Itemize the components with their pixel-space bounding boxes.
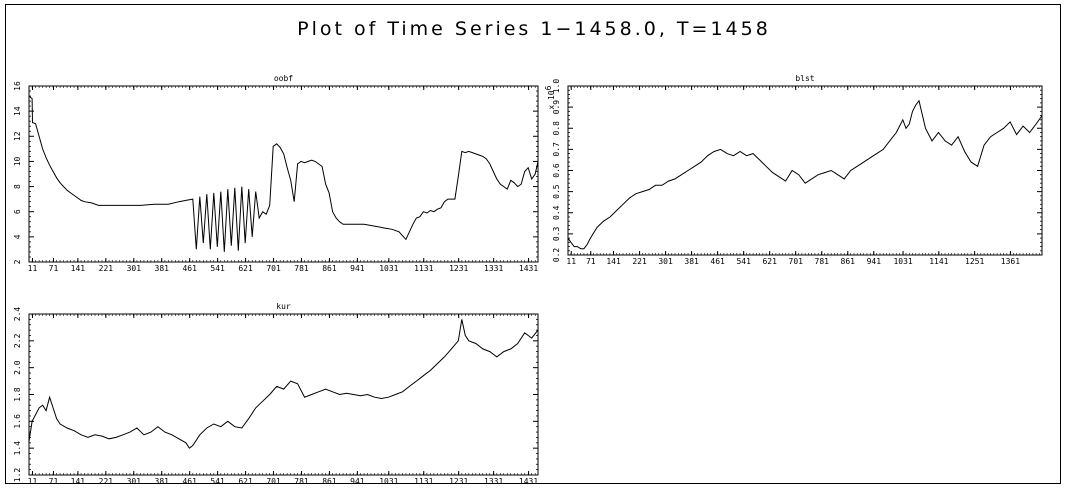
chart-1-x-tick-label: 301 bbox=[127, 264, 142, 273]
chart-3-x-tick-label: 1031 bbox=[379, 477, 398, 486]
chart-1-x-tick-label: 1431 bbox=[519, 264, 538, 273]
chart-1-x-tick-label: 461 bbox=[182, 264, 197, 273]
chart-2-x-tick-label: 861 bbox=[841, 257, 856, 266]
chart-2-y-tick-label: 0.8 bbox=[552, 121, 561, 136]
chart-2-x-tick-label: 71 bbox=[586, 257, 596, 266]
chart-1-x-tick-label: 381 bbox=[155, 264, 170, 273]
chart-2-multiplier-label: x 10 bbox=[547, 90, 556, 109]
chart-2-x-tick-label: 141 bbox=[606, 257, 621, 266]
chart-2-y-tick-label: 1.0 bbox=[552, 79, 561, 94]
chart-2-multiplier-exponent: 6 bbox=[544, 85, 553, 90]
chart-1-y-tick-label: 4 bbox=[13, 234, 22, 239]
chart-3-x-tick-label: 221 bbox=[99, 477, 114, 486]
chart-1-x-tick-label: 861 bbox=[322, 264, 337, 273]
chart-3-x-tick-label: 1131 bbox=[414, 477, 433, 486]
chart-2-y-tick-label: 0.4 bbox=[552, 205, 561, 220]
chart-1-x-tick-label: 941 bbox=[350, 264, 365, 273]
chart-1-y-tick-label: 10 bbox=[13, 156, 22, 166]
chart-3-x-tick-label: 11 bbox=[28, 477, 38, 486]
chart-2-x-tick-label: 941 bbox=[867, 257, 882, 266]
chart-3-x-tick-label: 861 bbox=[322, 477, 337, 486]
chart-2-x-tick-label: 461 bbox=[710, 257, 725, 266]
chart-1-x-tick-label: 1031 bbox=[379, 264, 398, 273]
chart-3-y-tick-label: 1.2 bbox=[13, 468, 22, 483]
chart-1-x-tick-label: 781 bbox=[294, 264, 309, 273]
chart-1-y-tick-label: 12 bbox=[13, 131, 22, 141]
chart-2-y-tick-label: 0.3 bbox=[552, 226, 561, 241]
chart-2-x-tick-label: 1141 bbox=[929, 257, 948, 266]
chart-2-x-tick-label: 1031 bbox=[893, 257, 912, 266]
chart-3-x-tick-label: 701 bbox=[266, 477, 281, 486]
chart-3-title: kur bbox=[276, 302, 291, 311]
chart-1-x-tick-label: 621 bbox=[238, 264, 253, 273]
chart-3-y-tick-label: 2.4 bbox=[13, 307, 22, 322]
chart-2-x-tick-label: 381 bbox=[684, 257, 699, 266]
chart-1-series-line bbox=[28, 95, 539, 252]
chart-1-x-tick-label: 11 bbox=[28, 264, 38, 273]
chart-2-x-tick-label: 11 bbox=[566, 257, 576, 266]
chart-1-y-tick-label: 2 bbox=[13, 259, 22, 264]
chart-3-x-tick-label: 71 bbox=[49, 477, 59, 486]
chart-1-y-tick-label: 16 bbox=[13, 81, 22, 91]
chart-2-x-tick-label: 781 bbox=[815, 257, 830, 266]
chart-2-y-tick-label: 0.6 bbox=[552, 163, 561, 178]
chart-3-y-tick-label: 1.8 bbox=[13, 387, 22, 402]
chart-3-x-tick-label: 941 bbox=[350, 477, 365, 486]
chart-1-x-tick-label: 1331 bbox=[484, 264, 503, 273]
chart-3-x-tick-label: 781 bbox=[294, 477, 309, 486]
chart-2-title: blst bbox=[795, 74, 814, 83]
chart-1-y-tick-label: 6 bbox=[13, 209, 22, 214]
chart-1-x-tick-label: 1231 bbox=[449, 264, 468, 273]
chart-3-y-tick-label: 1.6 bbox=[13, 414, 22, 429]
chart-2-x-tick-label: 301 bbox=[658, 257, 673, 266]
chart-3-x-tick-label: 381 bbox=[155, 477, 170, 486]
chart-1-title: oobf bbox=[274, 74, 293, 83]
chart-1-x-tick-label: 141 bbox=[71, 264, 86, 273]
chart-3-x-tick-label: 461 bbox=[182, 477, 197, 486]
chart-1-x-tick-label: 1131 bbox=[414, 264, 433, 273]
chart-1-y-tick-label: 14 bbox=[13, 106, 22, 116]
chart-1-y-tick-label: 8 bbox=[13, 184, 22, 189]
chart-2-x-tick-label: 221 bbox=[632, 257, 647, 266]
chart-1-plot-frame bbox=[28, 85, 539, 263]
chart-2-plot-frame bbox=[567, 85, 1043, 256]
chart-2-x-tick-label: 621 bbox=[762, 257, 777, 266]
chart-3-x-tick-label: 621 bbox=[238, 477, 253, 486]
chart-1-x-tick-label: 221 bbox=[99, 264, 114, 273]
chart-2-x-tick-label: 1251 bbox=[965, 257, 984, 266]
chart-2-y-tick-label: 0.9 bbox=[552, 100, 561, 115]
chart-3-x-tick-label: 1431 bbox=[519, 477, 538, 486]
chart-1-x-tick-label: 701 bbox=[266, 264, 281, 273]
chart-3-y-tick-label: 2.2 bbox=[13, 333, 22, 348]
chart-3-x-tick-label: 141 bbox=[71, 477, 86, 486]
page-title: Plot of Time Series 1−1458.0, T=1458 bbox=[297, 18, 771, 40]
chart-2-x-tick-label: 701 bbox=[789, 257, 804, 266]
chart-3-plot-frame bbox=[28, 313, 539, 476]
chart-3-series-line bbox=[28, 319, 539, 449]
chart-2-y-tick-label: 0.7 bbox=[552, 142, 561, 157]
chart-3-x-tick-label: 1331 bbox=[484, 477, 503, 486]
chart-1-x-tick-label: 71 bbox=[49, 264, 59, 273]
chart-2-x-tick-label: 1361 bbox=[1001, 257, 1020, 266]
chart-3-y-tick-label: 2.0 bbox=[13, 360, 22, 375]
chart-3-x-tick-label: 1231 bbox=[449, 477, 468, 486]
figure-frame bbox=[5, 4, 1061, 484]
chart-2-y-tick-label: 0.5 bbox=[552, 184, 561, 199]
chart-3-y-tick-label: 1.4 bbox=[13, 441, 22, 456]
chart-2-x-tick-label: 541 bbox=[736, 257, 751, 266]
chart-3-x-tick-label: 301 bbox=[127, 477, 142, 486]
chart-1-x-tick-label: 541 bbox=[210, 264, 225, 273]
chart-3-x-tick-label: 541 bbox=[210, 477, 225, 486]
chart-2-series-line bbox=[567, 99, 1043, 250]
chart-2-y-tick-label: 0.2 bbox=[552, 248, 561, 263]
